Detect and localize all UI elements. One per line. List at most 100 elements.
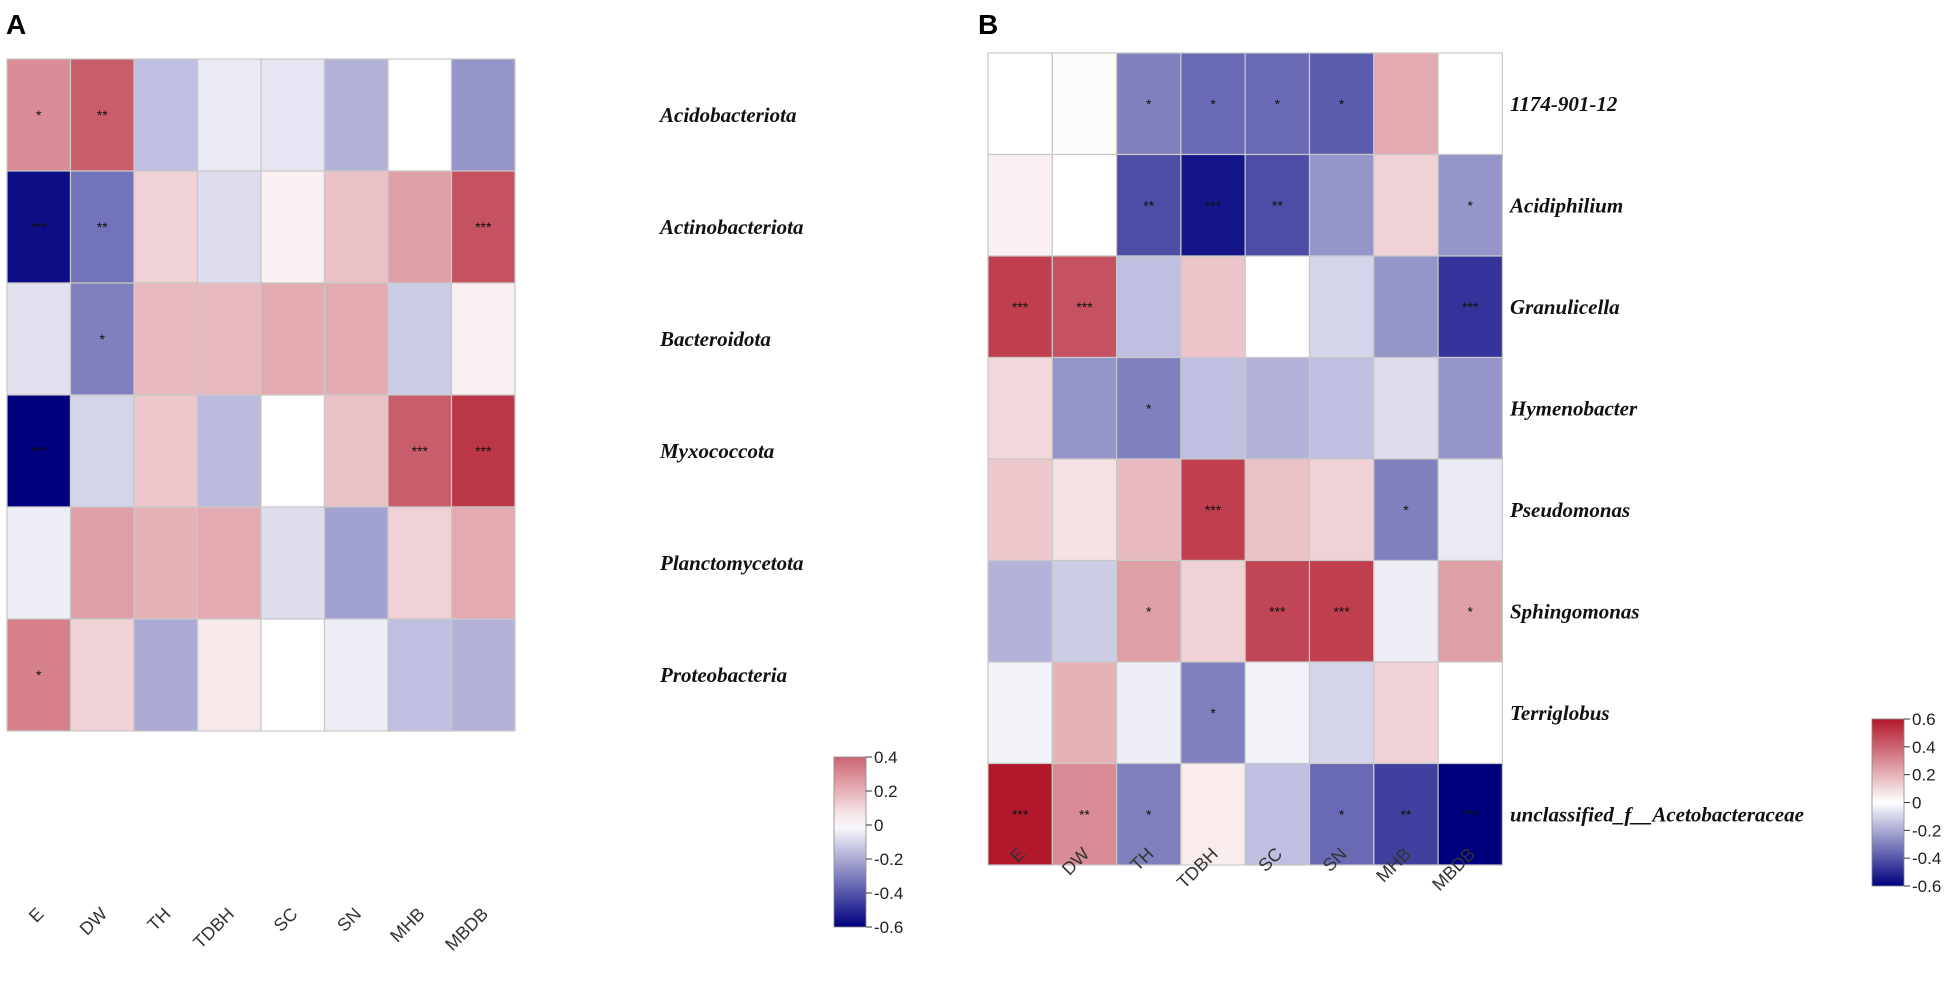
colorbar-tick-label: -0.6 — [1912, 877, 1941, 896]
heatmap-cell — [987, 52, 1053, 156]
heatmap-cell — [323, 618, 389, 732]
significance-mark: *** — [1462, 299, 1479, 315]
heatmap-cell — [133, 170, 199, 284]
significance-mark: *** — [1076, 299, 1093, 315]
heatmap-cell — [133, 618, 199, 732]
row-label: Myxococcota — [659, 439, 774, 463]
row-label: Pseudomonas — [1509, 498, 1630, 522]
row-label: Granulicella — [1510, 295, 1620, 319]
colorbar-tick-label: 0.2 — [874, 782, 898, 801]
significance-mark: *** — [31, 443, 48, 459]
heatmap-cell — [1437, 255, 1503, 359]
row-label: 1174-901-12 — [1510, 92, 1618, 116]
colorbar-a: 0.4 0.2 0 -0.2 -0.4 -0.6 — [833, 748, 903, 937]
heatmap-cell — [987, 661, 1053, 765]
heatmap-cell — [133, 506, 199, 620]
significance-mark: *** — [475, 443, 492, 459]
heatmap-cell — [6, 618, 72, 732]
heatmap-cell — [387, 618, 453, 732]
column-label: SN — [333, 904, 365, 936]
heatmap-cell — [987, 559, 1053, 663]
heatmap-cell — [133, 282, 199, 396]
heatmap-cell — [1051, 356, 1118, 460]
heatmap-cell — [69, 282, 135, 396]
heatmap-cell — [323, 282, 389, 396]
colorbar-tick-label: 0 — [874, 816, 883, 835]
heatmap-cell — [1244, 458, 1311, 562]
heatmap-cell — [133, 58, 199, 172]
heatmap-cell — [1051, 559, 1118, 663]
heatmap-cell — [987, 255, 1053, 359]
significance-mark: * — [1146, 96, 1152, 112]
heatmap-cell — [1437, 356, 1503, 460]
heatmap-b: * * * * 1174-901-12** *** ** * Acidiphilium*** **… — [987, 52, 1804, 895]
significance-mark: * — [100, 331, 106, 347]
heatmap-cell — [323, 394, 389, 508]
row-label: Bacteroidota — [659, 327, 771, 351]
significance-mark: *** — [1205, 197, 1222, 213]
significance-mark: * — [1146, 603, 1152, 619]
heatmap-cell — [987, 458, 1053, 562]
colorbar-tick-label: -0.2 — [874, 850, 903, 869]
significance-mark: * — [1339, 96, 1345, 112]
heatmap-cell — [1437, 661, 1503, 765]
heatmap-cell — [1437, 762, 1503, 866]
significance-mark: *** — [475, 219, 492, 235]
heatmap-cell — [387, 506, 453, 620]
colorbar-bar — [833, 756, 867, 928]
significance-mark: * — [1468, 603, 1474, 619]
colorbar-tick-label: 0.4 — [1912, 738, 1936, 757]
heatmap-cell — [1051, 661, 1118, 765]
row-label: Hymenobacter — [1509, 396, 1638, 420]
heatmap-cell — [196, 282, 262, 396]
significance-mark: * — [1468, 197, 1474, 213]
heatmap-cell — [1373, 762, 1439, 866]
significance-mark: *** — [1269, 603, 1286, 619]
heatmap-cell — [387, 282, 453, 396]
heatmap-cell — [1051, 762, 1118, 866]
colorbar-tick-label: 0 — [1912, 794, 1921, 813]
heatmap-cell — [196, 506, 262, 620]
colorbar-tick-label: 0.6 — [1912, 710, 1936, 729]
significance-mark: * — [1210, 705, 1216, 721]
heatmap-cell — [260, 170, 326, 284]
heatmap-cell — [387, 58, 453, 172]
heatmap-cell — [450, 618, 516, 732]
panel-a-letter: A — [6, 9, 26, 40]
column-label: E — [25, 904, 48, 927]
significance-mark: *** — [1012, 806, 1029, 822]
row-label: Planctomycetota — [659, 551, 803, 575]
significance-mark: ** — [1143, 197, 1154, 213]
heatmap-cell — [69, 394, 135, 508]
heatmap-cell — [69, 506, 135, 620]
heatmap-cell — [1437, 52, 1503, 156]
significance-mark: * — [1403, 502, 1409, 518]
heatmap-cell — [1115, 255, 1182, 359]
heatmap-cell — [69, 618, 135, 732]
heatmap-cell — [1308, 52, 1375, 156]
significance-mark: *** — [412, 443, 429, 459]
heatmap-cell — [1308, 255, 1375, 359]
heatmap-cell — [323, 170, 389, 284]
column-label: DW — [76, 904, 111, 939]
significance-mark: * — [36, 107, 42, 123]
significance-mark: ** — [97, 219, 108, 235]
significance-mark: *** — [1462, 806, 1479, 822]
heatmap-cell — [1244, 762, 1311, 866]
heatmap-cell — [1437, 559, 1503, 663]
significance-mark: ** — [97, 107, 108, 123]
heatmap-cell — [987, 153, 1053, 257]
heatmap-cell — [6, 506, 72, 620]
colorbar-b: 0.6 0.4 0.2 0 -0.2 -0.4 -0.6 — [1871, 710, 1941, 896]
row-label: unclassified_f__Acetobacteraceae — [1510, 802, 1804, 826]
heatmap-cell — [1115, 661, 1182, 765]
significance-mark: * — [1146, 400, 1152, 416]
column-label: TH — [143, 904, 174, 935]
significance-mark: * — [1210, 96, 1216, 112]
heatmap-cell — [1244, 255, 1311, 359]
heatmap-cell — [1180, 458, 1246, 562]
heatmap-cell — [387, 394, 453, 508]
heatmap-cell — [69, 58, 135, 172]
heatmap-cell — [69, 170, 135, 284]
